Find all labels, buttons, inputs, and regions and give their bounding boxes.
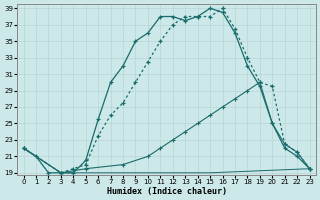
X-axis label: Humidex (Indice chaleur): Humidex (Indice chaleur)	[107, 187, 227, 196]
